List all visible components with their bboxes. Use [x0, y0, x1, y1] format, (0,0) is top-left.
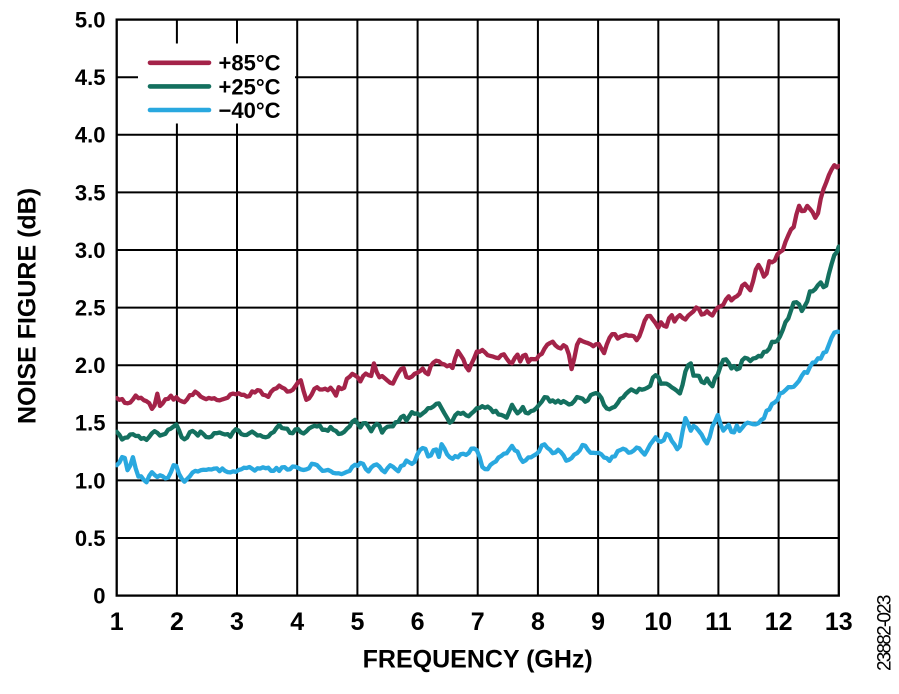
svg-text:11: 11 — [705, 608, 732, 636]
svg-text:NOISE FIGURE (dB): NOISE FIGURE (dB) — [14, 188, 42, 424]
svg-text:13: 13 — [825, 608, 853, 636]
svg-text:4.0: 4.0 — [75, 123, 106, 148]
svg-text:4.5: 4.5 — [75, 65, 106, 90]
svg-text:7: 7 — [471, 608, 485, 636]
svg-text:10: 10 — [644, 608, 672, 636]
svg-text:1: 1 — [110, 608, 124, 636]
svg-text:6: 6 — [411, 608, 425, 636]
svg-text:12: 12 — [765, 608, 793, 636]
svg-text:3.0: 3.0 — [75, 238, 106, 263]
svg-text:3: 3 — [230, 608, 244, 636]
svg-text:0.5: 0.5 — [75, 526, 106, 551]
svg-text:9: 9 — [591, 608, 605, 636]
svg-text:+85°C: +85°C — [219, 51, 281, 76]
svg-text:5: 5 — [350, 608, 364, 636]
svg-text:4: 4 — [290, 608, 304, 636]
svg-text:1.0: 1.0 — [75, 468, 106, 493]
svg-text:+25°C: +25°C — [219, 74, 281, 99]
svg-text:0: 0 — [93, 584, 105, 609]
svg-text:2.0: 2.0 — [75, 353, 106, 378]
svg-text:1.5: 1.5 — [75, 411, 106, 436]
svg-text:23882-023: 23882-023 — [875, 595, 896, 671]
svg-text:3.5: 3.5 — [75, 180, 106, 205]
svg-text:2: 2 — [170, 608, 184, 636]
svg-text:8: 8 — [531, 608, 545, 636]
svg-text:5.0: 5.0 — [75, 8, 106, 33]
svg-text:−40°C: −40°C — [219, 98, 281, 123]
svg-text:FREQUENCY (GHz): FREQUENCY (GHz) — [363, 646, 593, 674]
svg-text:2.5: 2.5 — [75, 296, 106, 321]
